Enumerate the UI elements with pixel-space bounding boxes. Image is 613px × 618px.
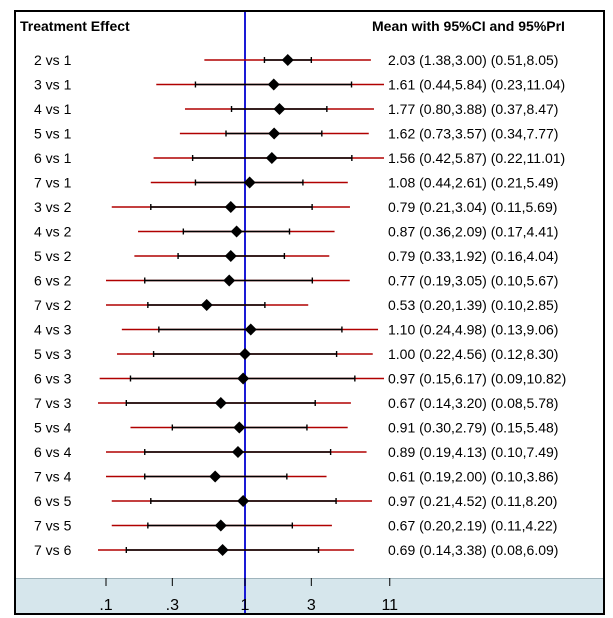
mean-diamond-marker (224, 201, 237, 213)
row-label: 6 vs 5 (34, 493, 72, 509)
row-label: 5 vs 4 (34, 420, 72, 436)
mean-diamond-marker (209, 470, 222, 483)
mean-diamond-marker (273, 103, 286, 115)
x-tick-label: 1 (241, 597, 250, 614)
mean-diamond-marker (237, 372, 250, 385)
mean-diamond-marker (214, 397, 227, 409)
row-label: 7 vs 6 (34, 542, 72, 558)
x-tick-label: 3 (307, 597, 316, 614)
row-label: 3 vs 1 (34, 77, 72, 93)
mean-diamond-marker (243, 176, 256, 189)
row-label: 2 vs 1 (34, 52, 72, 68)
row-estimate-text: 1.00 (0.22,4.56) (0.12,8.30) (388, 346, 558, 362)
mean-diamond-marker (223, 274, 236, 287)
x-tick-label: .1 (99, 597, 112, 614)
row-label: 5 vs 2 (34, 248, 72, 264)
row-estimate-text: 0.79 (0.21,3.04) (0.11,5.69) (388, 199, 557, 215)
mean-diamond-marker (239, 348, 251, 360)
mean-diamond-marker (281, 54, 294, 66)
row-label: 7 vs 5 (34, 518, 72, 534)
row-estimate-text: 0.89 (0.19,4.13) (0.10,7.49) (388, 444, 558, 460)
mean-diamond-marker (233, 421, 246, 434)
row-label: 4 vs 1 (34, 101, 72, 117)
row-estimate-text: 0.67 (0.20,2.19) (0.11,4.22) (388, 518, 557, 534)
row-label: 5 vs 3 (34, 346, 72, 362)
row-label: 4 vs 2 (34, 224, 72, 240)
row-estimate-text: 0.53 (0.20,1.39) (0.10,2.85) (388, 297, 558, 313)
row-label: 3 vs 2 (34, 199, 72, 215)
row-estimate-text: 0.97 (0.15,6.17) (0.09,10.82) (388, 371, 566, 387)
header-mean-ci-pri: Mean with 95%CI and 95%PrI (372, 18, 565, 34)
row-label: 6 vs 3 (34, 371, 72, 387)
forest-plot-frame: Treatment Effect Mean with 95%CI and 95%… (14, 10, 605, 615)
row-estimate-text: 0.67 (0.14,3.20) (0.08,5.78) (388, 395, 558, 411)
row-estimate-text: 0.69 (0.14,3.38) (0.08,6.09) (388, 542, 558, 558)
row-estimate-text: 0.97 (0.21,4.52) (0.11,8.20) (388, 493, 557, 509)
row-estimate-text: 0.61 (0.19,2.00) (0.10,3.86) (388, 469, 558, 485)
row-estimate-text: 1.08 (0.44,2.61) (0.21,5.49) (388, 175, 558, 191)
row-estimate-text: 1.10 (0.24,4.98) (0.13,9.06) (388, 322, 558, 338)
row-estimate-text: 0.87 (0.36,2.09) (0.17,4.41) (388, 224, 558, 240)
mean-diamond-marker (267, 78, 280, 91)
mean-diamond-marker (224, 250, 237, 262)
row-estimate-text: 0.79 (0.33,1.92) (0.16,4.04) (388, 248, 558, 264)
mean-diamond-marker (268, 127, 281, 140)
mean-diamond-marker (216, 544, 229, 556)
mean-diamond-marker (265, 152, 278, 164)
mean-diamond-marker (230, 225, 243, 238)
row-label: 6 vs 2 (34, 273, 72, 289)
row-label: 7 vs 4 (34, 469, 72, 485)
row-estimate-text: 2.03 (1.38,3.00) (0.51,8.05) (388, 52, 558, 68)
mean-diamond-marker (237, 495, 250, 507)
row-estimate-text: 1.62 (0.73,3.57) (0.34,7.77) (388, 126, 558, 142)
x-tick-label: 11 (381, 597, 398, 614)
row-label: 6 vs 1 (34, 150, 72, 166)
row-estimate-text: 0.77 (0.19,3.05) (0.10,5.67) (388, 273, 558, 289)
forest-plot-svg: 2 vs 1 2.03 (1.38,3.00) (0.51,8.05) 3 vs 1… (34, 12, 566, 614)
row-label: 7 vs 1 (34, 175, 72, 191)
x-axis-band (16, 578, 603, 613)
mean-diamond-marker (231, 446, 244, 458)
row-label: 6 vs 4 (34, 444, 72, 460)
mean-diamond-marker (200, 299, 213, 311)
row-estimate-text: 1.56 (0.42,5.87) (0.22,11.01) (388, 150, 565, 166)
row-label: 5 vs 1 (34, 126, 72, 142)
row-label: 7 vs 3 (34, 395, 72, 411)
x-tick-label: .3 (166, 597, 179, 614)
row-label: 7 vs 2 (34, 297, 72, 313)
header-treatment-effect: Treatment Effect (20, 18, 130, 34)
mean-diamond-marker (244, 323, 257, 336)
row-estimate-text: 0.91 (0.30,2.79) (0.15,5.48) (388, 420, 558, 436)
mean-diamond-marker (214, 519, 227, 532)
row-label: 4 vs 3 (34, 322, 72, 338)
row-estimate-text: 1.61 (0.44,5.84) (0.23,11.04) (388, 77, 565, 93)
row-estimate-text: 1.77 (0.80,3.88) (0.37,8.47) (388, 101, 558, 117)
